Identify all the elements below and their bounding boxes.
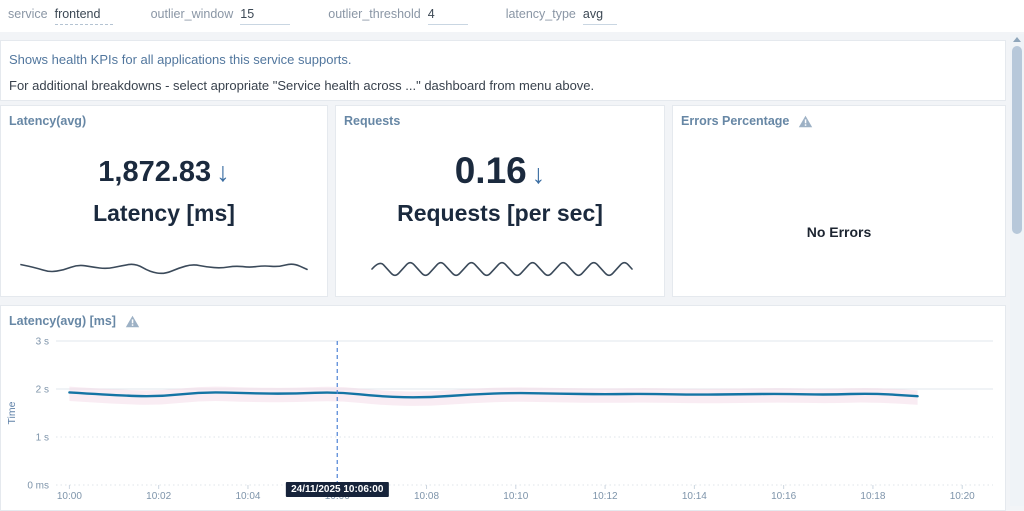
trend-down-icon: ↓ <box>216 157 230 187</box>
kpi-requests-value-row: 0.16 ↓ <box>336 150 664 192</box>
kpi-panel-errors: Errors Percentage No Errors <box>672 105 1006 297</box>
kpi-latency-value-row: 1,872.83 ↓ <box>1 156 327 189</box>
svg-text:Time: Time <box>6 401 18 424</box>
variable-service: service frontend <box>8 7 113 25</box>
svg-text:10:12: 10:12 <box>593 491 618 502</box>
latency-timeseries-chart[interactable]: 0 ms1 s2 s3 s10:0010:0210:0410:0610:0810… <box>1 331 1005 509</box>
kpi-requests-unit-label: Requests [per sec] <box>397 200 603 226</box>
svg-text:3 s: 3 s <box>36 337 49 348</box>
variable-outlier-threshold-label: outlier_threshold <box>328 7 421 21</box>
requests-sparkline <box>371 261 633 277</box>
cursor-time-tooltip: 24/11/2025 10:06:00 <box>286 482 389 497</box>
kpi-panel-latency: Latency(avg) 1,872.83 ↓ Latency [ms] <box>0 105 328 297</box>
svg-text:10:14: 10:14 <box>682 491 707 502</box>
kpi-requests-value: 0.16 <box>454 150 527 191</box>
scrollbar-up-arrow-icon[interactable] <box>1013 37 1021 42</box>
latency-sparkline <box>20 263 308 275</box>
scrollbar-thumb[interactable] <box>1012 46 1022 234</box>
dashboard-variables-bar: service frontend outlier_window 15 outli… <box>0 0 1024 32</box>
info-line-2: For additional breakdowns - select aprop… <box>9 78 595 93</box>
info-line-1: Shows health KPIs for all applications t… <box>9 52 352 67</box>
vertical-scrollbar[interactable] <box>1010 34 1024 506</box>
variable-outlier-threshold-value[interactable]: 4 <box>427 7 468 25</box>
svg-text:10:00: 10:00 <box>57 491 82 502</box>
warning-icon[interactable] <box>125 315 140 328</box>
variable-outlier-threshold: outlier_threshold 4 <box>328 7 468 25</box>
warning-icon[interactable] <box>798 115 813 128</box>
svg-text:10:02: 10:02 <box>146 491 171 502</box>
variable-latency-type-label: latency_type <box>505 7 576 21</box>
trend-down-icon: ↓ <box>531 159 546 189</box>
svg-text:10:08: 10:08 <box>414 491 439 502</box>
kpi-requests-title[interactable]: Requests <box>344 114 401 128</box>
latency-chart-title[interactable]: Latency(avg) [ms] <box>9 314 140 328</box>
variable-outlier-window-value[interactable]: 15 <box>240 7 291 25</box>
svg-text:1 s: 1 s <box>36 433 49 444</box>
variable-latency-type-value[interactable]: avg <box>582 7 617 25</box>
latency-chart-panel: Latency(avg) [ms] 0 ms 1 s 2 s 3 s 10:00 10:0… <box>0 305 1006 511</box>
svg-text:0 ms: 0 ms <box>27 481 49 492</box>
variable-service-value[interactable]: frontend <box>54 7 113 25</box>
svg-text:2 s: 2 s <box>36 385 49 396</box>
variable-outlier-window: outlier_window 15 <box>151 7 291 25</box>
svg-text:10:18: 10:18 <box>860 491 885 502</box>
kpi-latency-title[interactable]: Latency(avg) <box>9 114 87 128</box>
kpi-latency-unit-label: Latency [ms] <box>93 200 235 226</box>
kpi-latency-value: 1,872.83 <box>98 156 212 188</box>
variable-service-label: service <box>8 7 48 21</box>
svg-text:10:20: 10:20 <box>950 491 975 502</box>
kpi-panel-requests: Requests 0.16 ↓ Requests [per sec] <box>335 105 665 297</box>
kpi-errors-title[interactable]: Errors Percentage <box>681 114 813 128</box>
svg-text:10:16: 10:16 <box>771 491 796 502</box>
variable-latency-type: latency_type avg <box>506 7 617 25</box>
svg-text:10:10: 10:10 <box>503 491 528 502</box>
no-errors-status: No Errors <box>806 224 872 240</box>
variable-outlier-window-label: outlier_window <box>150 7 234 21</box>
info-text-panel: Shows health KPIs for all applications t… <box>0 40 1006 101</box>
svg-text:10:04: 10:04 <box>235 491 260 502</box>
